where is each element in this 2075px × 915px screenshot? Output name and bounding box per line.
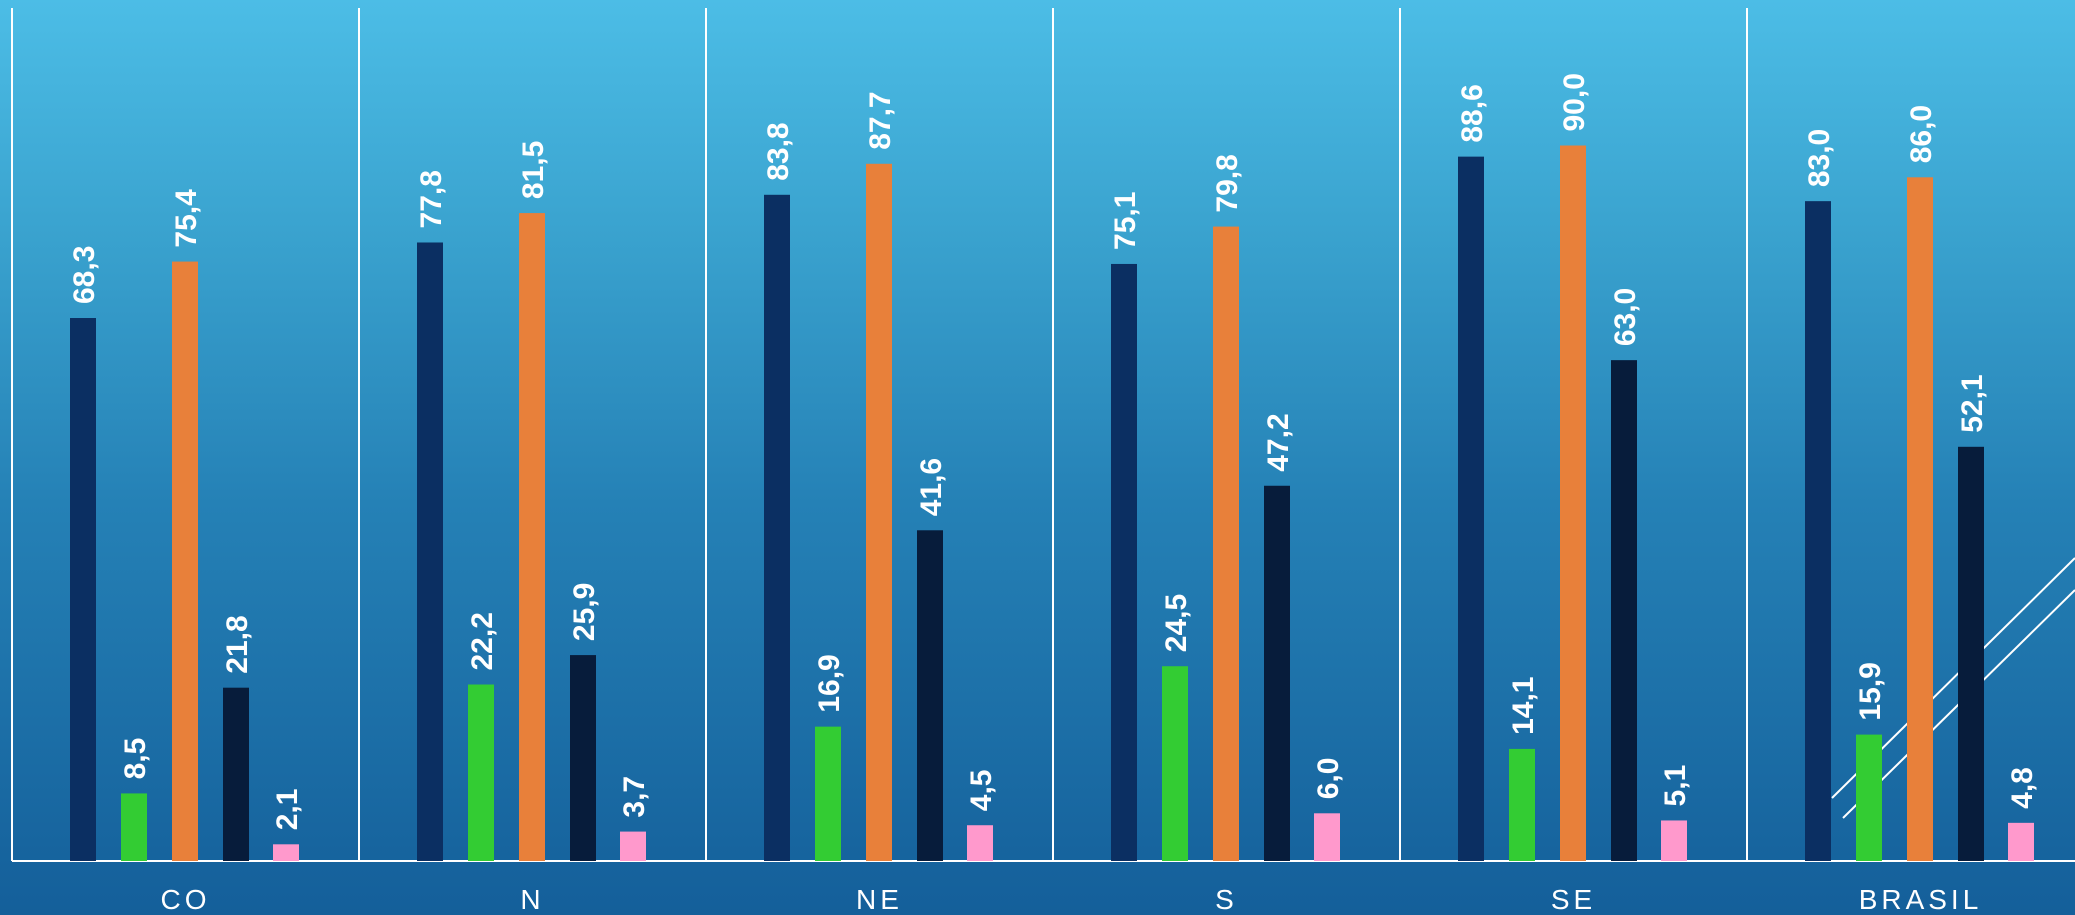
bar	[1856, 734, 1882, 861]
bar	[2008, 822, 2034, 861]
data-label: 41,6	[915, 458, 948, 516]
bar	[764, 194, 790, 862]
bar	[1661, 820, 1687, 861]
category-label: S	[1215, 884, 1238, 915]
category-label: BRASIL	[1859, 884, 1983, 915]
data-label: 47,2	[1262, 413, 1295, 471]
bar	[121, 793, 147, 861]
bar	[1264, 485, 1290, 861]
data-label: 77,8	[415, 170, 448, 228]
data-label: 6,0	[1312, 758, 1345, 800]
data-label: 90,0	[1558, 73, 1591, 131]
data-label: 87,7	[864, 91, 897, 149]
bar	[223, 687, 249, 861]
bar	[1907, 177, 1933, 862]
bar	[519, 213, 545, 861]
bar	[1162, 666, 1188, 861]
data-label: 2,1	[271, 789, 304, 831]
bar	[1805, 201, 1831, 861]
data-label: 8,5	[119, 738, 152, 780]
bar	[570, 655, 596, 861]
data-label: 79,8	[1211, 154, 1244, 212]
category-label: SE	[1551, 884, 1596, 915]
bar	[917, 530, 943, 861]
bar	[1611, 360, 1637, 861]
bar	[1314, 813, 1340, 861]
bar	[70, 318, 96, 861]
bar	[172, 261, 198, 861]
data-label: 25,9	[568, 583, 601, 641]
data-label: 15,9	[1854, 662, 1887, 720]
bar	[967, 825, 993, 861]
data-label: 14,1	[1507, 677, 1540, 735]
bar	[417, 242, 443, 862]
data-label: 68,3	[68, 246, 101, 304]
bar	[815, 726, 841, 861]
data-label: 83,8	[762, 122, 795, 180]
bar	[1509, 748, 1535, 861]
category-label: N	[520, 884, 544, 915]
data-label: 4,5	[965, 770, 998, 812]
data-label: 86,0	[1905, 105, 1938, 163]
data-label: 3,7	[618, 776, 651, 818]
data-label: 81,5	[517, 141, 550, 199]
bar	[1458, 156, 1484, 861]
data-label: 88,6	[1456, 84, 1489, 142]
data-label: 16,9	[813, 654, 846, 712]
data-label: 75,4	[170, 189, 203, 248]
data-label: 21,8	[221, 615, 254, 673]
data-label: 83,0	[1803, 129, 1836, 187]
category-label: CO	[161, 884, 211, 915]
bar	[1560, 145, 1586, 861]
bar	[468, 684, 494, 861]
bar	[1111, 263, 1137, 862]
data-label: 4,8	[2006, 767, 2039, 809]
bar	[620, 831, 646, 861]
data-label: 52,1	[1956, 374, 1989, 432]
data-label: 24,5	[1160, 594, 1193, 652]
bar	[866, 163, 892, 861]
data-label: 63,0	[1609, 288, 1642, 346]
category-label: NE	[856, 884, 903, 915]
data-label: 75,1	[1109, 192, 1142, 250]
bar	[1958, 446, 1984, 861]
data-label: 5,1	[1659, 765, 1692, 807]
data-label: 22,2	[466, 612, 499, 670]
bar	[1213, 226, 1239, 862]
bar	[273, 844, 299, 861]
